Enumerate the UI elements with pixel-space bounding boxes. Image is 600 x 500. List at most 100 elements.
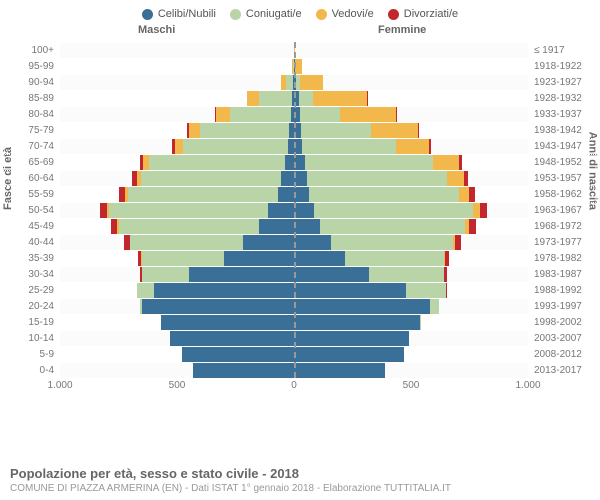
seg-coniugati	[200, 123, 289, 138]
seg-celibi	[142, 299, 294, 314]
age-row: 45-491968-1972	[0, 218, 600, 234]
seg-celibi	[294, 267, 369, 282]
age-row: 60-641953-1957	[0, 170, 600, 186]
bar-group	[60, 203, 528, 218]
age-row: 90-941923-1927	[0, 74, 600, 90]
legend-item: Coniugati/e	[230, 8, 302, 20]
male-bars	[60, 187, 294, 202]
birth-year-label: 1933-1937	[528, 109, 600, 120]
bar-group	[60, 91, 528, 106]
seg-divorziati	[464, 171, 469, 186]
seg-vedovi	[294, 43, 295, 58]
male-bars	[60, 347, 294, 362]
male-bars	[60, 331, 294, 346]
seg-divorziati	[480, 203, 487, 218]
seg-divorziati	[446, 283, 447, 298]
seg-celibi	[243, 235, 294, 250]
age-row: 50-541963-1967	[0, 202, 600, 218]
female-bars	[294, 139, 528, 154]
female-bars	[294, 59, 528, 74]
female-bars	[294, 315, 528, 330]
male-bars	[60, 123, 294, 138]
female-bars	[294, 187, 528, 202]
seg-divorziati	[444, 267, 446, 282]
birth-year-label: 1963-1967	[528, 205, 600, 216]
seg-celibi	[294, 299, 430, 314]
seg-celibi	[170, 331, 294, 346]
legend-swatch	[142, 9, 153, 20]
legend-item: Divorziati/e	[388, 8, 458, 20]
seg-celibi	[294, 155, 305, 170]
age-label: 20-24	[0, 301, 60, 312]
birth-year-label: 1993-1997	[528, 301, 600, 312]
male-bars	[60, 43, 294, 58]
bar-group	[60, 219, 528, 234]
seg-vedovi	[433, 155, 459, 170]
seg-coniugati	[314, 203, 473, 218]
age-label: 55-59	[0, 189, 60, 200]
female-bars	[294, 91, 528, 106]
legend-swatch	[230, 9, 241, 20]
seg-celibi	[294, 171, 307, 186]
seg-coniugati	[259, 91, 292, 106]
seg-divorziati	[445, 251, 449, 266]
birth-year-label: 1958-1962	[528, 189, 600, 200]
seg-celibi	[189, 267, 294, 282]
x-tick: 0	[291, 380, 297, 391]
age-row: 25-291988-1992	[0, 282, 600, 298]
legend: Celibi/NubiliConiugati/eVedovi/eDivorzia…	[0, 0, 600, 24]
seg-coniugati	[119, 219, 259, 234]
male-bars	[60, 267, 294, 282]
seg-celibi	[224, 251, 294, 266]
birth-year-label: 1928-1932	[528, 93, 600, 104]
bar-group	[60, 187, 528, 202]
seg-coniugati	[300, 107, 340, 122]
male-bars	[60, 235, 294, 250]
birth-year-label: 2013-2017	[528, 365, 600, 376]
seg-coniugati	[141, 171, 281, 186]
legend-swatch	[388, 9, 399, 20]
male-bars	[60, 219, 294, 234]
bar-group	[60, 347, 528, 362]
seg-vedovi	[216, 107, 230, 122]
female-bars	[294, 235, 528, 250]
seg-divorziati	[396, 107, 397, 122]
age-label: 35-39	[0, 253, 60, 264]
birth-year-label: 1948-1952	[528, 157, 600, 168]
male-bars	[60, 315, 294, 330]
seg-coniugati	[286, 75, 293, 90]
seg-coniugati	[307, 171, 447, 186]
seg-celibi	[281, 171, 294, 186]
age-label: 45-49	[0, 221, 60, 232]
male-bars	[60, 283, 294, 298]
age-label: 70-74	[0, 141, 60, 152]
age-row: 100+≤ 1917	[0, 42, 600, 58]
age-label: 30-34	[0, 269, 60, 280]
age-row: 10-142003-2007	[0, 330, 600, 346]
birth-year-label: 2003-2007	[528, 333, 600, 344]
age-row: 75-791938-1942	[0, 122, 600, 138]
age-label: 80-84	[0, 109, 60, 120]
x-tick: 1.000	[515, 380, 540, 391]
seg-coniugati	[309, 187, 459, 202]
chart-title: Popolazione per età, sesso e stato civil…	[10, 466, 451, 481]
seg-coniugati	[183, 139, 288, 154]
seg-coniugati	[301, 123, 371, 138]
seg-celibi	[294, 123, 301, 138]
age-row: 15-191998-2002	[0, 314, 600, 330]
male-bars	[60, 59, 294, 74]
seg-celibi	[294, 315, 420, 330]
plot-area: Fasce di età Anni di nascita 100+≤ 19179…	[0, 42, 600, 378]
bar-group	[60, 139, 528, 154]
birth-year-label: 1973-1977	[528, 237, 600, 248]
birth-year-label: 1988-1992	[528, 285, 600, 296]
birth-year-label: 1998-2002	[528, 317, 600, 328]
legend-label: Divorziati/e	[404, 8, 458, 20]
seg-divorziati	[418, 123, 419, 138]
bar-group	[60, 123, 528, 138]
female-bars	[294, 219, 528, 234]
seg-celibi	[154, 283, 294, 298]
x-tick: 500	[403, 380, 420, 391]
bar-group	[60, 331, 528, 346]
seg-vedovi	[340, 107, 396, 122]
